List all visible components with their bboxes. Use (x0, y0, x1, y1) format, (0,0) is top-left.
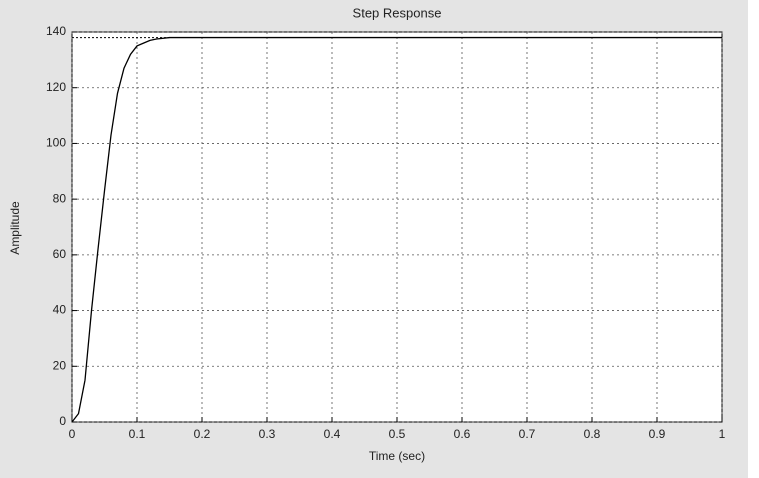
x-tick-label: 0.4 (324, 427, 341, 441)
y-tick-label: 40 (53, 303, 67, 317)
y-tick-label: 80 (53, 191, 67, 205)
y-tick-label: 60 (53, 247, 67, 261)
y-tick-label: 120 (46, 80, 66, 94)
x-axis-label: Time (sec) (369, 449, 425, 463)
x-tick-label: 0.1 (129, 427, 146, 441)
y-axis-label: Amplitude (8, 201, 22, 255)
x-tick-label: 0.2 (194, 427, 211, 441)
y-tick-label: 0 (59, 414, 66, 428)
x-tick-label: 1 (719, 427, 726, 441)
chart-title: Step Response (353, 5, 442, 20)
y-tick-label: 20 (53, 358, 67, 372)
x-tick-label: 0.8 (584, 427, 601, 441)
x-tick-label: 0.9 (649, 427, 666, 441)
x-tick-label: 0.5 (389, 427, 406, 441)
x-tick-label: 0.7 (519, 427, 536, 441)
y-tick-label: 100 (46, 136, 66, 150)
y-tick-label: 140 (46, 24, 66, 38)
line-series (71, 36, 722, 423)
x-tick-label: 0.6 (454, 427, 471, 441)
x-tick-label: 0.3 (259, 427, 276, 441)
x-tick-label: 0 (69, 427, 76, 441)
